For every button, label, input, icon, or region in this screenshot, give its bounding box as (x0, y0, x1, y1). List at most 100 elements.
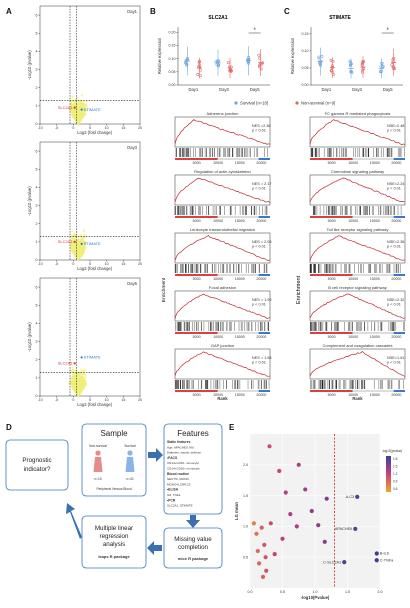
volcano-ytick-label: 5 (36, 167, 38, 171)
volcano-point (79, 244, 81, 247)
gsea-frame (309, 232, 406, 264)
volcano-point (80, 368, 82, 371)
volcano-ytick-label: 5 (36, 31, 38, 35)
gsea-rank-mid (217, 332, 259, 334)
volcano-point (77, 390, 80, 392)
volcano-ylabel: -Log10 (pvalue) (27, 50, 32, 80)
volcano-point (76, 255, 79, 258)
volcano-point (71, 368, 74, 371)
gsea-rank-mid (217, 274, 259, 276)
gsea-rank-blue (258, 158, 270, 160)
sample-box (81, 423, 147, 497)
volcano-xlabel: Log2 (fold change) (77, 266, 113, 271)
volcano-ytick-label: 2 (36, 222, 38, 226)
scatter-point (196, 72, 200, 76)
gsea-rank-red (310, 332, 353, 334)
gsea-plot: FC gamma R mediated phagocytosis NSE=2.48… (309, 111, 406, 165)
scatter-point (331, 59, 335, 63)
gsea-pvalue: p < 0.01 (387, 245, 401, 249)
arrow-sample-features (148, 448, 163, 462)
prognostic-box (5, 439, 69, 491)
scatter-point (330, 68, 334, 72)
chart-point (342, 560, 347, 565)
gsea-nes: NES = 1.98 (252, 356, 272, 360)
gene-red-point (73, 106, 76, 109)
gene-red-label: SLC2A1 (58, 105, 74, 110)
gsea-xtick-label: 15000 (370, 161, 380, 165)
chart-point (374, 558, 379, 563)
scatter-ytick-label: 0.10 (169, 57, 176, 61)
nonsurvival-person-icon (93, 450, 103, 472)
chart-colorbar-tick: 1.5 (393, 465, 398, 469)
gsea-nes: NES = 2.05 (252, 240, 272, 244)
scatter-ytick-label: 0.00 (169, 83, 176, 87)
blood-label: Peripheral Venous Blood (96, 487, 131, 491)
features-line: •PCR (167, 498, 176, 502)
volcano-point (73, 103, 76, 106)
chart-colorbar-tick: 1.2 (393, 472, 398, 476)
volcano-xtick-label: 5 (89, 126, 91, 130)
gsea-frame (309, 348, 406, 380)
volcano-point (70, 370, 73, 372)
volcano-point (73, 389, 76, 391)
volcano-point (71, 377, 73, 380)
scatter-ytick-label: 0.15 (302, 32, 309, 36)
volcano-point (76, 377, 79, 379)
volcano-point (75, 115, 77, 118)
gsea-xtick-label: 20000 (391, 161, 401, 165)
gsea-title: Chemokine signaling pathway (331, 169, 384, 174)
chart-point (262, 542, 267, 547)
gsea-rank-blue (258, 390, 270, 392)
gsea-frame (309, 174, 406, 206)
chart-colorbar-tick: 1.8 (393, 457, 398, 461)
gsea-xtick-label: 10000 (213, 161, 223, 165)
gsea-xlabel: Rank (352, 396, 363, 401)
gsea-xtick-label: 15000 (370, 335, 380, 339)
prognostic-title-1: Prognostic (22, 457, 51, 464)
mlr-title-2: regression (100, 533, 129, 540)
chart-point (263, 555, 268, 560)
gsea-curve (174, 351, 270, 377)
volcano-point (72, 246, 75, 249)
gsea-frame (174, 232, 271, 264)
gsea-nes: NES =2.36 (252, 124, 270, 128)
gsea-title: Toll like receptor signaling pathway (327, 227, 389, 232)
gsea-rank-red (175, 390, 218, 392)
volcano-xtick-label: 20 (138, 262, 142, 266)
gsea-xtick-label: 20000 (391, 393, 401, 397)
volcano-point (78, 388, 81, 390)
gsea-frame (174, 116, 271, 148)
volcano-point (81, 107, 84, 109)
volcano-xtick-label: 0 (72, 398, 74, 402)
gsea-rank-blue (393, 332, 405, 334)
gsea-xtick-label: 5000 (328, 335, 336, 339)
volcano-point (82, 239, 85, 242)
gsea-xtick-label: 15000 (370, 219, 380, 223)
features-line: MONO%,CRP,C3 (167, 482, 191, 486)
chart-point (257, 561, 262, 566)
gsea-curve (309, 177, 406, 203)
gsea-rank-red (310, 158, 353, 160)
volcano-point (82, 101, 85, 103)
gsea-pvalue: p < 0.01 (252, 245, 266, 249)
gsea-curve (174, 234, 271, 261)
gsea-pvalue: p < 0.01 (252, 361, 266, 365)
n-nonsurvival: n=15 (94, 477, 101, 481)
chart-point (324, 496, 329, 501)
volcano-point (70, 237, 73, 240)
volcano-point (70, 239, 73, 242)
chart-point (268, 521, 273, 526)
chart-ytick-label: 1.0 (243, 525, 248, 529)
features-line: •ELISA (167, 488, 179, 492)
features-line: •FACS (167, 456, 178, 460)
volcano-point (78, 112, 80, 115)
volcano-point (70, 245, 72, 247)
volcano-point (78, 376, 81, 378)
gsea-xtick-label: 10000 (213, 277, 223, 281)
chart-xtick-label: 1.0 (313, 590, 318, 594)
features-line: SLC2A1, STIMATE (167, 504, 193, 508)
scatter-day-label: Day1 (321, 87, 331, 92)
features-line: NEUT%, MONO, (167, 477, 190, 481)
volcano-point (70, 102, 73, 104)
chart-point-label: C-TNFa (380, 558, 394, 562)
